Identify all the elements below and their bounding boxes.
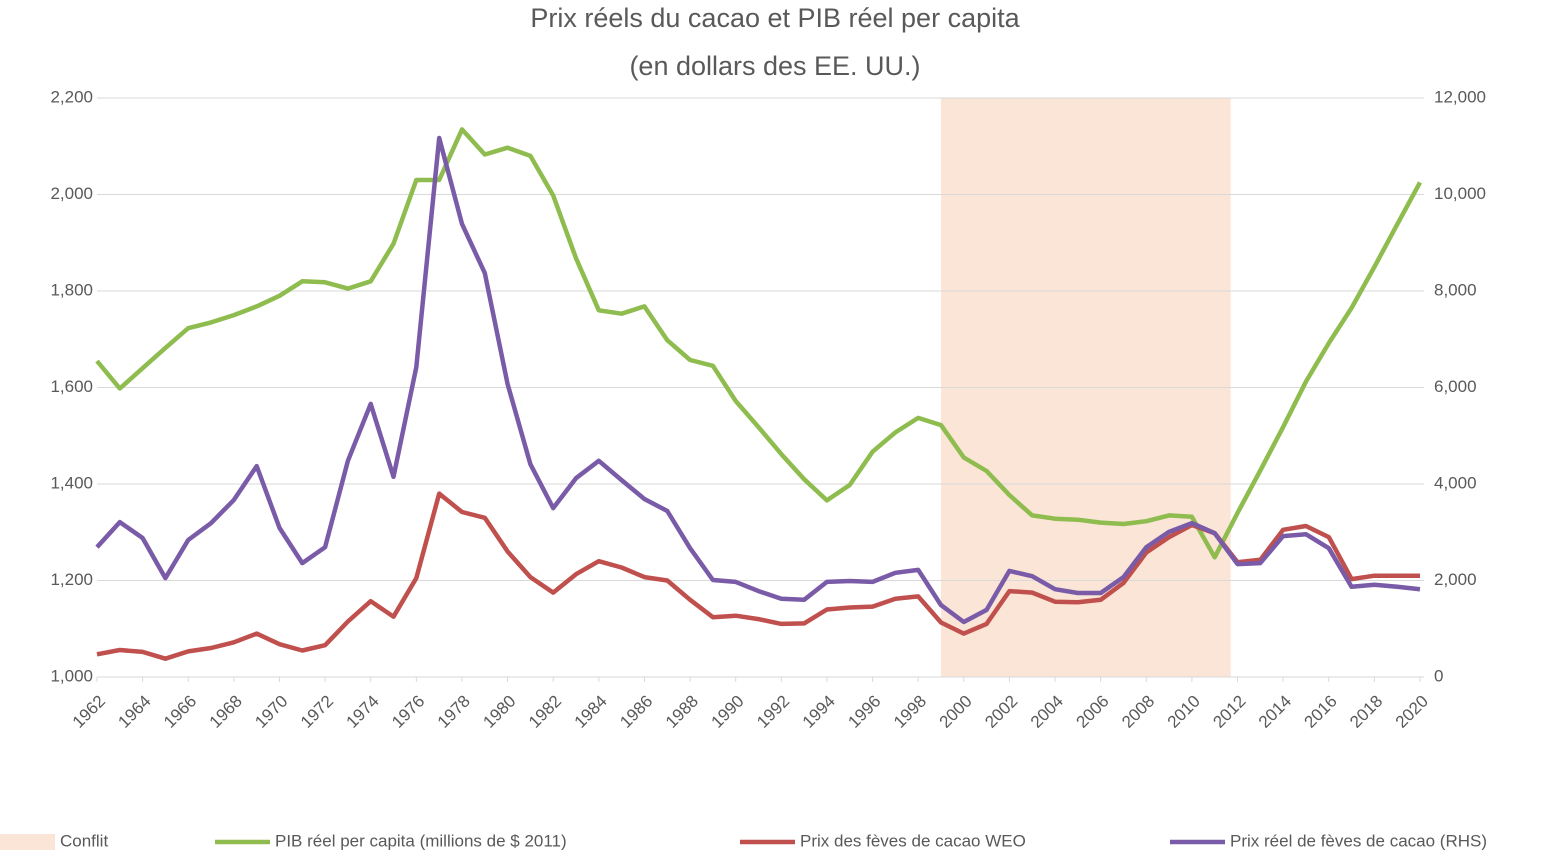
series-line: [95, 135, 1421, 625]
y2-tick-label: 12,000: [1434, 87, 1486, 106]
y-tick-label: 1,000: [50, 666, 93, 685]
y2-tick-label: 10,000: [1434, 184, 1486, 203]
legend-label: PIB réel per capita (millions de $ 2011): [275, 831, 567, 850]
x-tick-label: 1970: [251, 692, 291, 732]
chart-subtitle: (en dollars des EE. UU.): [629, 51, 920, 81]
x-tick-label: 1984: [571, 692, 611, 732]
x-tick-label: 2018: [1346, 692, 1386, 732]
x-tick-label: 2000: [936, 692, 976, 732]
chart-title: Prix réels du cacao et PIB réel per capi…: [530, 3, 1020, 33]
legend-label: Prix réel de fèves de cacao (RHS): [1230, 831, 1487, 850]
series-line: [95, 127, 1422, 560]
y2-tick-label: 0: [1434, 666, 1443, 685]
y-tick-label: 1,400: [50, 473, 93, 492]
x-tick-label: 1992: [753, 692, 793, 732]
x-tick-label: 1974: [343, 692, 383, 732]
x-tick-label: 2006: [1072, 692, 1112, 732]
x-tick-label: 2010: [1164, 692, 1204, 732]
legend-label: Conflit: [60, 831, 108, 850]
x-tick-label: 1996: [844, 692, 884, 732]
y2-tick-label: 6,000: [1434, 377, 1477, 396]
x-tick-label: 2008: [1118, 692, 1158, 732]
y2-tick-label: 4,000: [1434, 473, 1477, 492]
x-tick-label: 2020: [1392, 692, 1432, 732]
y-tick-label: 1,200: [50, 570, 93, 589]
y2-tick-label: 8,000: [1434, 280, 1477, 299]
x-tick-label: 1968: [206, 692, 246, 732]
x-tick-label: 1964: [114, 692, 154, 732]
y-tick-label: 1,600: [50, 377, 93, 396]
x-tick-label: 1994: [799, 692, 839, 732]
x-tick-label: 2002: [981, 692, 1021, 732]
x-tick-label: 1972: [297, 692, 337, 732]
x-tick-label: 1998: [890, 692, 930, 732]
y-tick-label: 2,000: [50, 184, 93, 203]
x-tick-label: 1980: [479, 692, 519, 732]
x-tick-label: 2016: [1301, 692, 1341, 732]
y-tick-label: 2,200: [50, 87, 93, 106]
legend-swatch: [0, 834, 55, 850]
x-tick-label: 1976: [388, 692, 428, 732]
y2-tick-label: 2,000: [1434, 570, 1477, 589]
x-tick-label: 1986: [616, 692, 656, 732]
x-tick-label: 2014: [1255, 692, 1295, 732]
x-tick-label: 1966: [160, 692, 200, 732]
x-tick-label: 2004: [1027, 692, 1067, 732]
x-tick-label: 1988: [662, 692, 702, 732]
x-tick-label: 1962: [69, 692, 109, 732]
x-tick-label: 2012: [1209, 692, 1249, 732]
legend-label: Prix des fèves de cacao WEO: [800, 831, 1026, 850]
y-tick-label: 1,800: [50, 280, 93, 299]
x-tick-label: 1982: [525, 692, 565, 732]
x-tick-label: 1990: [708, 692, 748, 732]
x-tick-label: 1978: [434, 692, 474, 732]
